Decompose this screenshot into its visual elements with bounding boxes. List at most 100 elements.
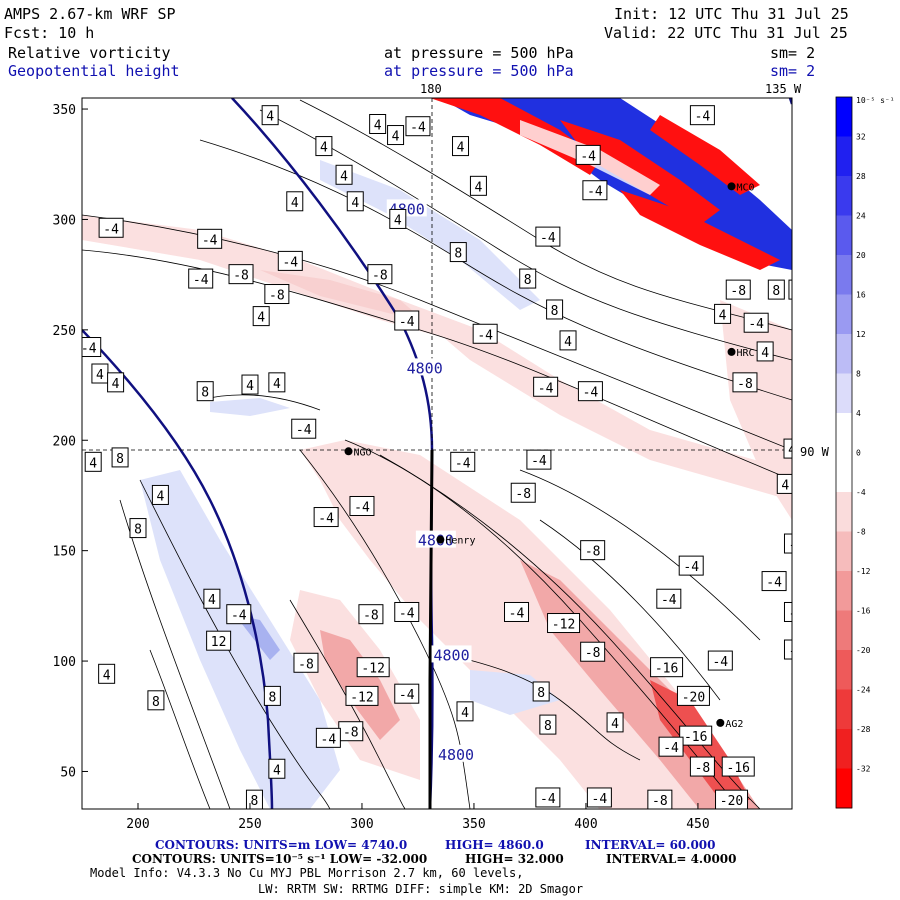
- vorticity-label: 4: [208, 593, 216, 608]
- colorbar-tick-label: 4: [856, 409, 861, 418]
- vorticity-label: -4: [583, 386, 599, 401]
- vorticity-label-box: [580, 641, 606, 662]
- vorticity-label: -4: [193, 273, 209, 288]
- vorticity-label: -4: [683, 560, 699, 575]
- vorticity-label: -4: [712, 655, 728, 670]
- vorticity-contours: [82, 99, 792, 809]
- vorticity-label-box: [151, 484, 169, 505]
- vorticity-label-box: [721, 756, 755, 777]
- level-height: at pressure = 500 hPa: [384, 62, 574, 80]
- pos-vorticity-band-west: [140, 470, 340, 809]
- colorbar-tick-label: 12: [856, 330, 866, 339]
- vorticity-label-box: [707, 650, 733, 671]
- height-label-bg: [436, 744, 477, 762]
- vorticity-label: -4: [766, 576, 782, 591]
- vorticity-label: -4: [318, 512, 334, 527]
- vorticity-label-box: [188, 268, 214, 289]
- vorticity-label-box: [405, 116, 431, 137]
- geopotential-contour-thick: [428, 449, 434, 809]
- vorticity-label: -4: [789, 538, 805, 553]
- footer-vorticity-high: HIGH= 32.000: [465, 852, 564, 866]
- vorticity-label-box: [547, 613, 581, 634]
- vorticity-label: -8: [269, 289, 285, 304]
- vorticity-label: 4: [394, 213, 402, 228]
- vorticity-label-box: [715, 789, 749, 809]
- height-label-bg: [415, 530, 456, 548]
- vorticity-label: -4: [538, 381, 554, 396]
- neg-vorticity-core-west: [320, 630, 400, 740]
- vorticity-label-box: [535, 226, 561, 247]
- vorticity-label-box: [679, 725, 713, 746]
- colorbar-swatch: [836, 452, 852, 493]
- vorticity-label-box: [575, 144, 601, 165]
- vorticity-label: 4: [156, 489, 164, 504]
- vorticity-label-box: [315, 727, 341, 748]
- neg-vorticity-band-north: [82, 215, 480, 345]
- vorticity-label: -16: [655, 662, 678, 677]
- station-marker: [727, 182, 736, 191]
- vorticity-label-box: [658, 736, 684, 757]
- colorbar-swatch: [836, 176, 852, 216]
- vorticity-label: 8: [152, 695, 160, 710]
- height-label: 4800: [438, 746, 474, 764]
- colorbar-swatch: [836, 413, 852, 453]
- vorticity-label-box: [277, 250, 303, 271]
- vorticity-label-box: [580, 540, 606, 561]
- level-vorticity: at pressure = 500 hPa: [384, 44, 574, 62]
- vorticity-label-box: [577, 381, 603, 402]
- vorticity-label: -8: [652, 794, 668, 809]
- vorticity-label-box: [678, 555, 704, 576]
- colorbar-swatch: [836, 97, 852, 137]
- vorticity-label-box: [45, 691, 61, 710]
- vorticity-label: 8: [544, 719, 552, 734]
- vorticity-label-box: [394, 310, 420, 331]
- vorticity-label: -4: [282, 255, 298, 270]
- vorticity-label-box: [582, 180, 608, 201]
- vorticity-label: -4: [477, 328, 493, 343]
- vorticity-label-box: [291, 418, 317, 439]
- vorticity-label: 4: [564, 335, 572, 350]
- colorbar-swatch: [836, 215, 852, 256]
- vorticity-label: -16: [684, 730, 707, 745]
- vorticity-label-box: [261, 105, 279, 126]
- vorticity-label-box: [367, 264, 393, 285]
- vorticity-label: 4: [96, 368, 104, 383]
- vorticity-label: 4: [781, 478, 789, 493]
- model-title: AMPS 2.67-km WRF SP: [4, 5, 176, 23]
- vorticity-label: -8: [585, 646, 601, 661]
- colorbar-tick-label: 24: [856, 212, 866, 221]
- colorbar-tick-label: -8: [856, 528, 866, 537]
- colorbar-tick-label: 32: [856, 133, 866, 142]
- vorticity-label-box: [387, 125, 405, 146]
- colorbar-tick-label: 28: [856, 172, 866, 181]
- height-label-bg: [431, 645, 472, 663]
- x-tick-label: 200: [126, 817, 149, 832]
- vorticity-label-box: [510, 482, 536, 503]
- vorticity-label-box: [450, 451, 476, 472]
- colorbar-swatch: [836, 571, 852, 611]
- vorticity-label-box: [349, 495, 375, 516]
- colorbar-frame: [835, 96, 853, 809]
- right-latitude-label: 90 W: [800, 445, 829, 459]
- y-tick-label: 250: [53, 324, 76, 339]
- smoothing-height: sm= 2: [770, 62, 816, 80]
- vorticity-label-box: [783, 438, 792, 459]
- x-axis-ticks: 200 250 300 350 400 450: [126, 803, 710, 832]
- forecast-hour: Fcst: 10 h: [4, 24, 95, 42]
- y-axis-ticks: 50 100 150 200 250 300 350: [53, 103, 88, 780]
- vorticity-label: 4: [49, 695, 57, 710]
- vorticity-label: 8: [134, 523, 142, 538]
- colorbar-swatch: [836, 531, 852, 572]
- vorticity-label: -8: [585, 545, 601, 560]
- height-label-bg: [404, 358, 445, 376]
- vorticity-label: -8: [515, 487, 531, 502]
- vorticity-label: -8: [730, 284, 746, 299]
- vorticity-label-box: [196, 381, 214, 402]
- vorticity-label-box: [313, 507, 339, 528]
- colorbar-swatch: [836, 729, 852, 769]
- vorticity-label: -8: [789, 606, 805, 621]
- vorticity-label-box: [456, 701, 474, 722]
- colorbar-tick-label: -24: [856, 686, 871, 695]
- vorticity-label: 8: [251, 794, 259, 809]
